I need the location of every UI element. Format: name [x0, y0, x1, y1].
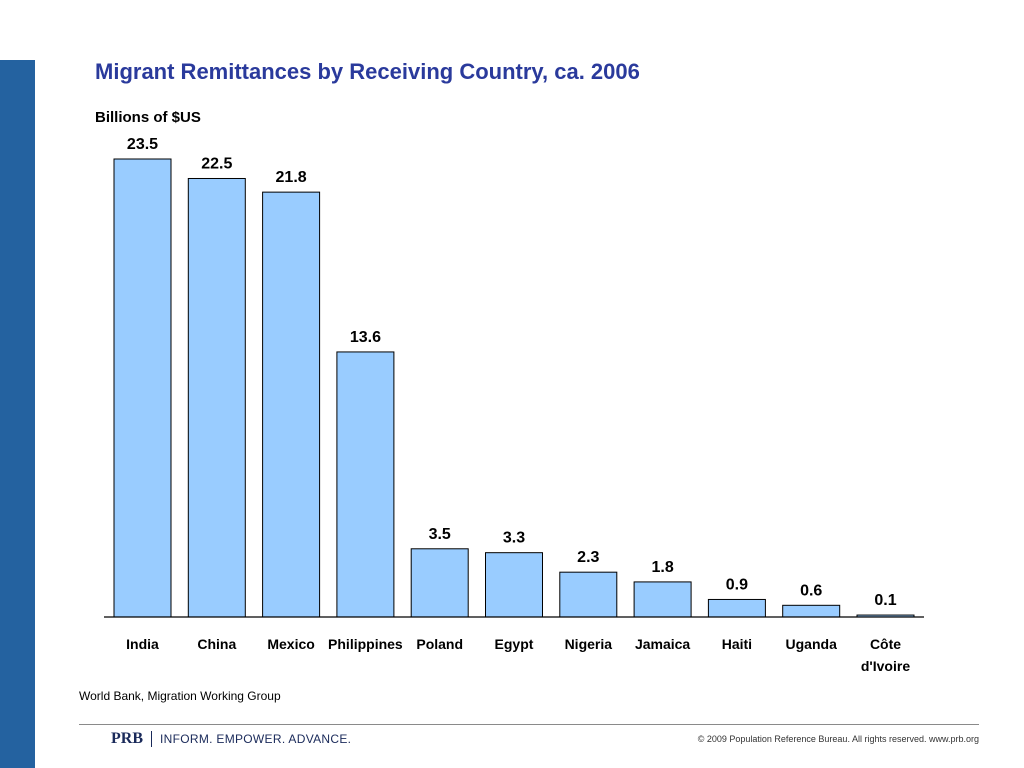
category-label-1: China [197, 636, 236, 652]
category-label-2: Mexico [267, 636, 314, 652]
bar-1 [187, 177, 246, 618]
category-label-7: Jamaica [635, 636, 690, 652]
brand-separator [151, 731, 152, 747]
category-label-4: Poland [416, 636, 463, 652]
data-label-9: 0.6 [800, 582, 822, 599]
bar-5 [485, 552, 543, 618]
footer-divider [79, 724, 979, 725]
category-label-10: Côte d'Ivoire [861, 636, 910, 674]
bar-3 [336, 351, 395, 618]
data-label-10: 0.1 [874, 592, 896, 609]
bar-4 [410, 548, 469, 618]
chart-title: Migrant Remittances by Receiving Country… [95, 59, 640, 84]
y-axis-label: Billions of $US [95, 109, 201, 126]
bar-0 [113, 158, 172, 618]
category-label-8: Haiti [722, 636, 752, 652]
bar-2 [262, 191, 321, 618]
bar-6 [559, 571, 618, 618]
data-label-8: 0.9 [726, 576, 748, 593]
brand-tagline: INFORM. EMPOWER. ADVANCE. [160, 732, 352, 746]
category-label-9: Uganda [786, 636, 838, 652]
bar-7 [633, 581, 692, 618]
data-label-1: 22.5 [201, 155, 232, 172]
data-label-2: 21.8 [276, 169, 307, 186]
side-accent-bar [0, 60, 35, 768]
data-label-4: 3.5 [429, 526, 451, 543]
data-label-6: 2.3 [577, 549, 599, 566]
data-label-7: 1.8 [651, 559, 673, 576]
category-label-5: Egypt [495, 636, 534, 652]
data-label-3: 13.6 [350, 329, 381, 346]
source-note: World Bank, Migration Working Group [79, 689, 281, 703]
data-label-5: 3.3 [503, 530, 525, 547]
footer-brand: PRB INFORM. EMPOWER. ADVANCE. [111, 730, 351, 748]
bar-9 [782, 604, 841, 618]
bar-8 [707, 598, 766, 618]
copyright-notice: © 2009 Population Reference Bureau. All … [697, 734, 979, 744]
category-label-3: Philippines [328, 636, 403, 652]
prb-logo: PRB [111, 730, 143, 747]
category-label-6: Nigeria [565, 636, 613, 652]
data-label-0: 23.5 [127, 136, 158, 153]
category-label-0: India [126, 636, 159, 652]
